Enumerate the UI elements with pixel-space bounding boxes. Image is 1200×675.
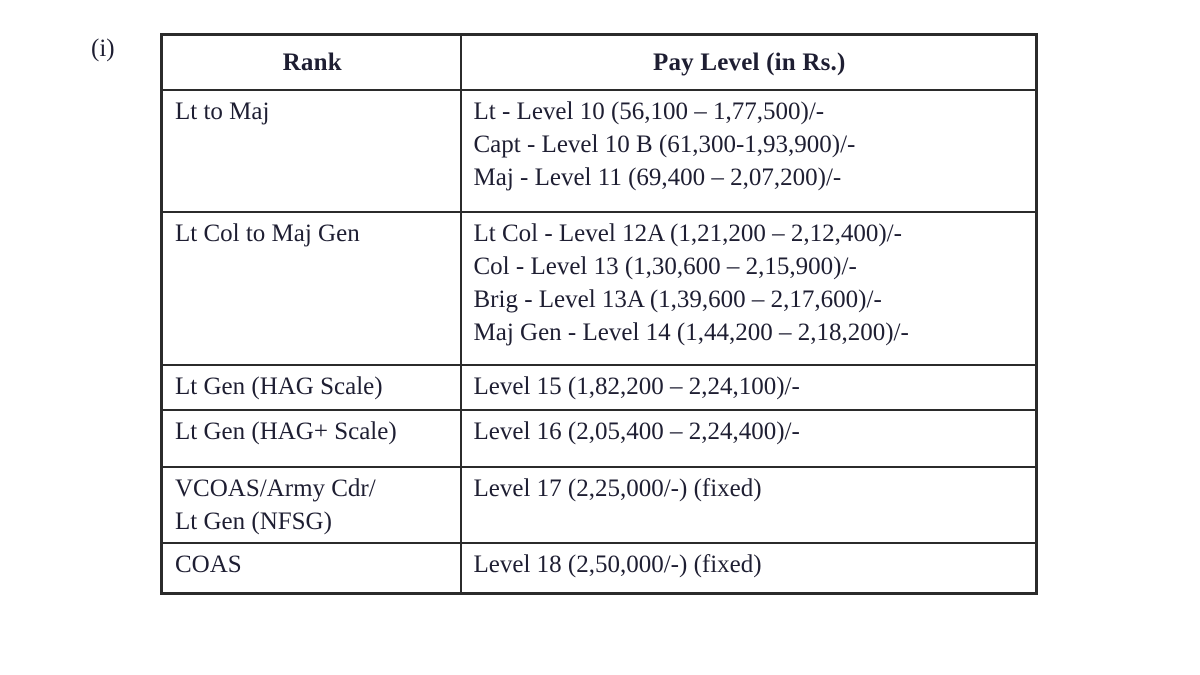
table-body: Lt to Maj Lt - Level 10 (56,100 – 1,77,50… <box>160 88 1038 595</box>
rank-cell: VCOAS/Army Cdr/Lt Gen (NFSG) <box>160 465 462 544</box>
rank-cell-line: Lt Col to Maj Gen <box>175 219 360 247</box>
rank-cell: COAS <box>160 541 462 595</box>
pay-level-cell-line: Capt - Level 10 B (61,300-1,93,900)/- <box>473 130 856 158</box>
pay-level-cell-line: Col - Level 13 (1,30,600 – 2,15,900)/- <box>473 252 857 280</box>
rank-cell: Lt Gen (HAG+ Scale) <box>160 408 462 468</box>
pay-level-cell-line: Level 18 (2,50,000/-) (fixed) <box>473 550 762 578</box>
rank-cell-line: COAS <box>175 550 242 578</box>
pay-level-cell: Lt - Level 10 (56,100 – 1,77,500)/- Capt … <box>459 88 1038 213</box>
rank-cell-line: Lt Gen (HAG Scale) <box>175 372 383 400</box>
table-row: Lt Gen (HAG+ Scale) Level 16 (2,05,400 – … <box>160 408 1038 468</box>
rank-cell-line: Lt to Maj <box>175 97 270 125</box>
rank-cell-line: Lt Gen (NFSG) <box>175 507 332 535</box>
rank-cell: Lt Gen (HAG Scale) <box>160 363 462 411</box>
rank-cell-line: VCOAS/Army Cdr/ <box>175 474 376 502</box>
pay-level-cell: Level 16 (2,05,400 – 2,24,400)/- <box>459 408 1038 468</box>
pay-level-column-header: Pay Level (in Rs.) <box>459 33 1038 91</box>
pay-level-cell-line: Lt - Level 10 (56,100 – 1,77,500)/- <box>473 97 825 125</box>
table-row: Lt to Maj Lt - Level 10 (56,100 – 1,77,50… <box>160 88 1038 213</box>
pay-level-cell: Level 17 (2,25,000/-) (fixed) <box>459 465 1038 544</box>
table-row: Lt Col to Maj Gen Lt Col - Level 12A (1,2… <box>160 210 1038 366</box>
pay-level-cell: Level 18 (2,50,000/-) (fixed) <box>459 541 1038 595</box>
pay-level-cell-line: Maj - Level 11 (69,400 – 2,07,200)/- <box>473 163 842 191</box>
pay-level-cell-line: Level 16 (2,05,400 – 2,24,400)/- <box>473 417 800 445</box>
table-row: VCOAS/Army Cdr/Lt Gen (NFSG) Level 17 (2,… <box>160 465 1038 544</box>
pay-level-cell-line: Lt Col - Level 12A (1,21,200 – 2,12,400)… <box>473 219 902 247</box>
rank-cell: Lt Col to Maj Gen <box>160 210 462 366</box>
table-row: COAS Level 18 (2,50,000/-) (fixed) <box>160 541 1038 595</box>
pay-level-cell: Level 15 (1,82,200 – 2,24,100)/- <box>459 363 1038 411</box>
list-item-marker: (i) <box>91 35 115 62</box>
pay-level-cell-line: Level 15 (1,82,200 – 2,24,100)/- <box>473 372 800 400</box>
table-row: Lt Gen (HAG Scale) Level 15 (1,82,200 – 2… <box>160 363 1038 411</box>
rank-cell: Lt to Maj <box>160 88 462 213</box>
rank-cell-line: Lt Gen (HAG+ Scale) <box>175 417 397 445</box>
rank-column-header: Rank <box>160 33 462 91</box>
pay-level-table: Rank Pay Level (in Rs.) Lt to Maj Lt - Le… <box>160 33 1038 595</box>
pay-level-cell-line: Maj Gen - Level 14 (1,44,200 – 2,18,200)… <box>473 318 909 346</box>
pay-level-cell-line: Brig - Level 13A (1,39,600 – 2,17,600)/- <box>473 285 882 313</box>
pay-level-cell-line: Level 17 (2,25,000/-) (fixed) <box>473 474 762 502</box>
table-header-row: Rank Pay Level (in Rs.) <box>160 33 1038 91</box>
pay-level-cell: Lt Col - Level 12A (1,21,200 – 2,12,400)… <box>459 210 1038 366</box>
